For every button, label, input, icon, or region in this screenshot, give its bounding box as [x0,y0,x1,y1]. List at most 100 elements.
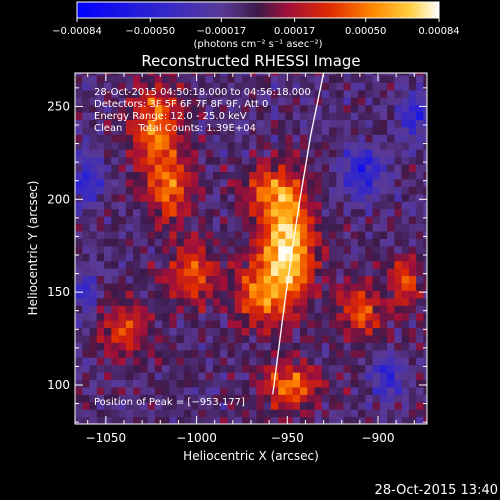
heatmap-cell [104,126,112,135]
heatmap-cell [336,156,345,165]
heatmap-cell [329,416,337,424]
heatmap-cell [256,112,265,121]
heatmap-cell [329,112,337,121]
heatmap-cell [227,112,236,121]
heatmap-cell [329,297,337,306]
heatmap-cell [104,193,112,202]
heatmap-cell [278,134,287,143]
heatmap-cell [256,357,265,366]
heatmap-cell [321,394,330,403]
heatmap-cell [408,409,417,418]
heatmap-cell [89,260,98,269]
heatmap-cell [154,320,163,329]
heatmap-cell [75,119,83,128]
heatmap-cell [118,290,127,299]
heatmap-cell [408,334,417,343]
heatmap-cell [118,104,127,113]
heatmap-cell [220,126,229,135]
heatmap-cell [307,73,316,76]
heatmap-cell [256,297,265,306]
heatmap-cell [191,126,199,135]
heatmap-cell [227,342,236,351]
heatmap-cell [140,238,149,247]
heatmap-cell [387,141,395,150]
heatmap-cell [104,73,112,76]
heatmap-cell [343,282,352,291]
heatmap-cell [82,156,91,165]
heatmap-cell [147,223,156,232]
heatmap-cell [292,156,301,165]
heatmap-cell [191,73,199,76]
heatmap-cell [191,156,199,165]
heatmap-cell [82,253,91,262]
heatmap-cell [227,208,236,217]
heatmap-cell [183,223,192,232]
heatmap-cell [343,112,352,121]
heatmap-cell [307,112,316,121]
heatmap-cell [118,342,127,351]
heatmap-cell [416,416,424,424]
heatmap-cell [394,82,403,91]
heatmap-cell [198,141,207,150]
heatmap-cell [416,89,424,98]
heatmap-cell [307,186,316,195]
heatmap-cell [365,171,374,180]
heatmap-cell [198,394,207,403]
heatmap-cell [321,216,330,225]
heatmap-cell [416,186,424,195]
heatmap-cell [307,312,316,321]
heatmap-cell [241,275,250,284]
heatmap-cell [329,201,337,210]
heatmap-cell [198,312,207,321]
heatmap-cell [343,230,352,239]
heatmap-cell [147,327,156,336]
heatmap-cell [299,178,308,187]
heatmap-cell [292,290,301,299]
heatmap-cell [154,260,163,269]
heatmap-cell [140,409,149,418]
heatmap-cell [372,394,381,403]
heatmap-cell [401,416,410,424]
heatmap-cell [256,201,265,210]
heatmap-cell [169,230,178,239]
heatmap-cell [379,305,388,314]
heatmap-cell [408,238,417,247]
heatmap-cell [358,364,366,373]
heatmap-cell [314,97,323,106]
heatmap-cell [394,260,403,269]
heatmap-cell [234,394,243,403]
heatmap-cell [205,409,214,418]
heatmap-cell [416,394,424,403]
heatmap-cell [176,104,185,113]
heatmap-cell [423,364,427,373]
heatmap-cell [104,379,112,388]
heatmap-cell [89,416,98,424]
heatmap-cell [307,149,316,158]
heatmap-cell [75,89,83,98]
heatmap-cell [314,134,323,143]
heatmap-cell [329,186,337,195]
heatmap-cell [154,416,163,424]
heatmap-cell [336,97,345,106]
heatmap-cell [140,320,149,329]
heatmap-cell [118,208,127,217]
heatmap-cell [176,245,185,254]
heatmap-cell [321,342,330,351]
heatmap-cell [118,82,127,91]
heatmap-cell [162,357,170,366]
heatmap-cell [292,238,301,247]
heatmap-cell [249,193,258,202]
heatmap-cell [365,260,374,269]
heatmap-cell [212,216,221,225]
heatmap-cell [336,201,345,210]
heatmap-cell [408,401,417,410]
heatmap-cell [365,416,374,424]
heatmap-cell [292,312,301,321]
heatmap-cell [387,119,395,128]
heatmap-cell [256,386,265,395]
heatmap-cell [241,134,250,143]
heatmap-cell [212,253,221,262]
heatmap-cell [270,104,279,113]
heatmap-cell [358,394,366,403]
heatmap-cell [343,394,352,403]
